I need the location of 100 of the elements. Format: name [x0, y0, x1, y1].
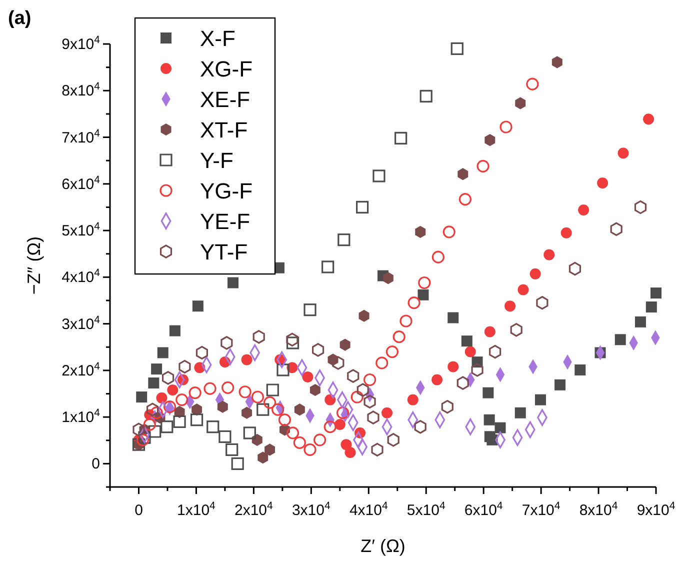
point	[251, 390, 264, 404]
point	[278, 414, 292, 426]
point	[336, 406, 350, 420]
point	[178, 360, 191, 374]
point	[227, 277, 238, 288]
legend-label: Y-F	[200, 148, 234, 173]
point	[272, 403, 284, 416]
point	[150, 406, 163, 420]
y-tick-label: 6x10$^{4}$	[62, 174, 100, 193]
point	[530, 268, 541, 280]
y-tick-label: 4x10$^{4}$	[62, 267, 100, 286]
y-tick-label: 9x10$^{4}$	[62, 34, 100, 53]
point	[241, 354, 252, 366]
x-tick-label: 3x10$^{4}$	[292, 500, 330, 519]
point	[484, 326, 496, 338]
point	[169, 325, 180, 336]
point	[192, 404, 202, 416]
point	[471, 363, 484, 377]
point	[643, 114, 654, 125]
point	[264, 444, 276, 456]
point	[432, 374, 443, 386]
point	[484, 134, 496, 146]
point	[482, 387, 494, 398]
point	[162, 371, 174, 385]
point	[313, 434, 326, 446]
point	[136, 392, 148, 402]
x-tick-label: 2x10$^{4}$	[234, 500, 274, 519]
point	[176, 394, 188, 406]
point	[646, 302, 657, 312]
point	[173, 415, 186, 428]
point	[220, 336, 233, 350]
y-axis-title: −Z″ (Ω)	[24, 236, 44, 295]
chart-title: (a)	[8, 8, 32, 29]
point	[286, 332, 298, 346]
point	[560, 227, 572, 238]
point	[407, 394, 418, 406]
point	[138, 431, 151, 444]
point	[464, 346, 476, 358]
point	[500, 120, 512, 134]
x-axis-title: Z′ (Ω)	[360, 536, 406, 556]
point	[387, 433, 400, 447]
point	[347, 369, 360, 383]
point	[358, 310, 370, 322]
point	[286, 426, 300, 440]
point	[364, 394, 376, 409]
point	[371, 442, 384, 457]
point	[324, 394, 336, 406]
point	[392, 330, 406, 344]
y-tick-label: 0	[92, 456, 100, 473]
point	[554, 379, 566, 390]
point	[450, 42, 464, 55]
point	[400, 314, 412, 328]
point	[256, 403, 270, 416]
point	[190, 414, 204, 426]
point	[160, 420, 174, 434]
point	[252, 330, 265, 344]
point	[263, 396, 276, 409]
point	[344, 447, 356, 458]
point	[614, 334, 626, 346]
point	[544, 249, 555, 260]
point	[448, 361, 459, 372]
point	[610, 222, 622, 236]
y-tick-label: 3x10$^{4}$	[62, 314, 100, 333]
point	[132, 422, 145, 436]
x-tick-label: 8x10$^{4}$	[579, 500, 618, 519]
point	[526, 78, 539, 90]
point	[552, 56, 562, 68]
point	[515, 97, 526, 110]
point	[258, 452, 268, 464]
x-tick-label: 4x10$^{4}$	[349, 500, 388, 519]
point	[148, 378, 160, 389]
point	[206, 420, 220, 434]
point	[597, 177, 608, 188]
y-tick-label: 5x10$^{4}$	[62, 220, 100, 240]
point	[294, 404, 305, 416]
point	[367, 410, 380, 424]
point	[418, 289, 429, 300]
y-tick-label: 7x10$^{4}$	[62, 127, 100, 146]
x-tick-label: 6x10$^{4}$	[464, 500, 503, 519]
point	[534, 394, 546, 406]
point	[420, 90, 432, 103]
point	[304, 443, 316, 456]
point	[148, 425, 162, 438]
point	[204, 382, 216, 395]
point	[536, 296, 548, 310]
point	[415, 226, 426, 238]
legend-label: XT-F	[200, 118, 248, 142]
point	[476, 160, 490, 172]
point	[167, 384, 178, 396]
legend-label: YE-F	[200, 209, 250, 234]
point	[414, 420, 426, 434]
legend-label: XG-F	[200, 56, 253, 82]
point	[136, 434, 150, 446]
point	[441, 400, 454, 414]
point	[504, 300, 516, 312]
point	[356, 383, 369, 397]
point	[489, 344, 502, 359]
legend-label: YT-F	[200, 240, 248, 264]
point	[408, 296, 420, 310]
point	[456, 376, 469, 390]
